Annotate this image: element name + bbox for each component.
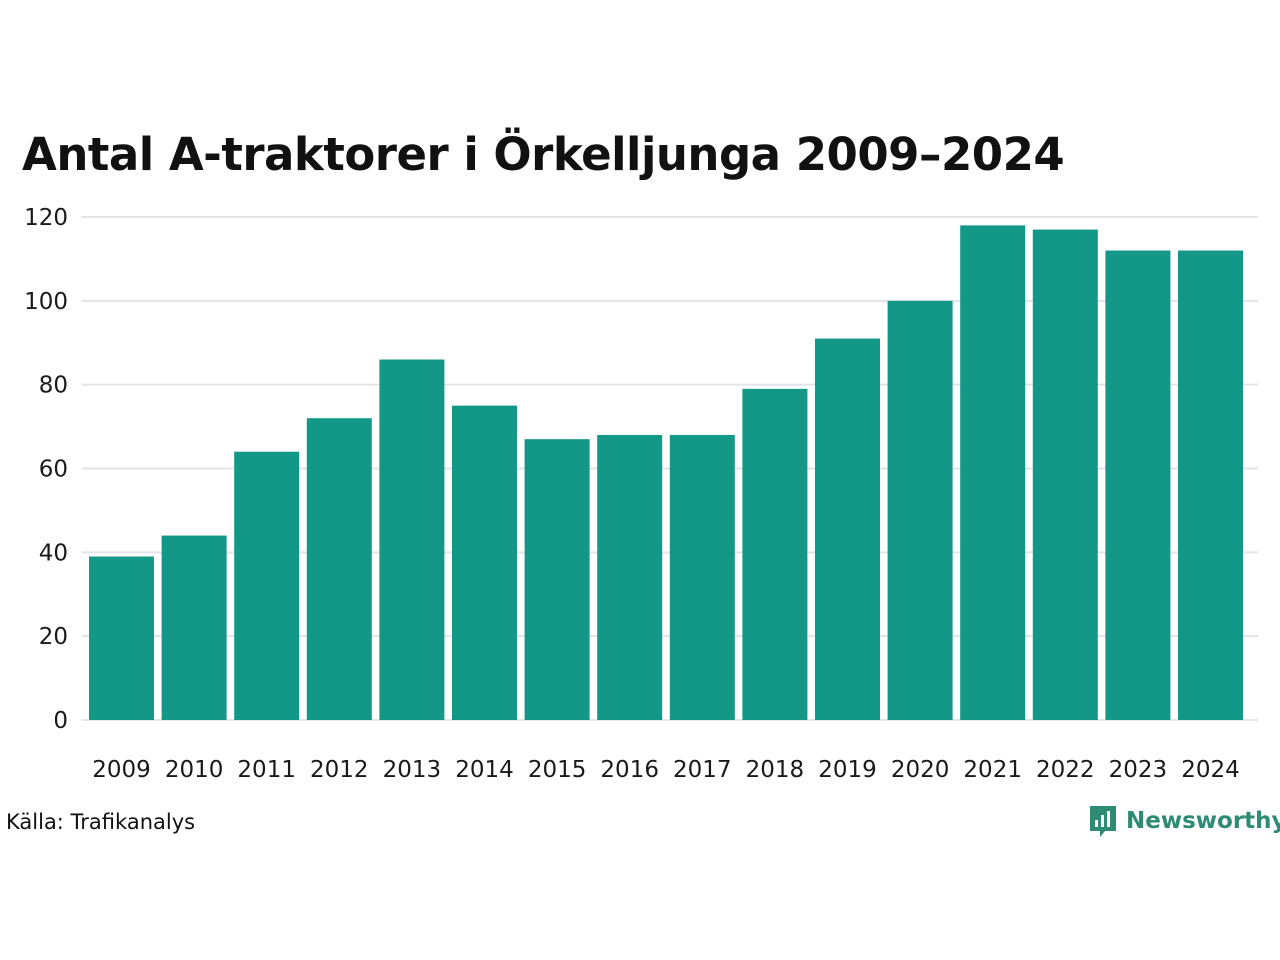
bar xyxy=(524,439,590,720)
x-tick-label: 2022 xyxy=(1036,757,1095,783)
x-tick-label: 2024 xyxy=(1181,757,1240,783)
y-tick-label: 100 xyxy=(24,289,68,315)
x-tick-label: 2011 xyxy=(237,757,296,783)
y-tick-label: 40 xyxy=(39,540,68,566)
bar xyxy=(89,556,154,720)
y-tick-label: 20 xyxy=(39,624,68,650)
x-tick-label: 2016 xyxy=(600,757,659,783)
x-tick-label: 2014 xyxy=(455,757,514,783)
x-tick-label: 2009 xyxy=(92,757,151,783)
bar xyxy=(815,338,880,720)
x-axis-labels: 2009 2010 2011 2012 2013 2014 2015 2016 2017 2018… xyxy=(92,757,1240,783)
x-tick-label: 2019 xyxy=(818,757,877,783)
bar xyxy=(1178,250,1243,721)
y-tick-label: 120 xyxy=(24,205,68,231)
bar xyxy=(960,225,1026,720)
y-axis-labels: 0 20 40 60 80 100 120 xyxy=(24,205,68,734)
bar xyxy=(161,535,227,720)
y-tick-label: 0 xyxy=(53,708,68,734)
x-tick-label: 2010 xyxy=(165,757,224,783)
bar xyxy=(234,451,300,720)
y-tick-label: 80 xyxy=(39,373,68,399)
newsworthy-logo-icon xyxy=(1090,806,1116,837)
x-tick-label: 2021 xyxy=(963,757,1022,783)
bar-chart: 0 20 40 60 80 100 120 2009 2010 2011 2012 2013 2014… xyxy=(24,205,1258,783)
y-tick-label: 60 xyxy=(39,457,68,483)
bar xyxy=(887,300,953,720)
x-tick-label: 2012 xyxy=(310,757,369,783)
x-tick-label: 2020 xyxy=(891,757,950,783)
bar xyxy=(306,418,372,720)
x-tick-label: 2013 xyxy=(383,757,442,783)
x-tick-label: 2015 xyxy=(528,757,587,783)
bar xyxy=(379,359,445,720)
bar xyxy=(452,405,517,720)
bar xyxy=(597,434,663,720)
brand-name: Newsworthy xyxy=(1126,808,1280,834)
bar xyxy=(1032,229,1098,720)
bars xyxy=(89,225,1243,721)
bar xyxy=(1105,250,1171,721)
bar xyxy=(742,388,808,720)
x-tick-label: 2017 xyxy=(673,757,732,783)
bar xyxy=(669,434,735,720)
source-note: Källa: Trafikanalys xyxy=(6,810,196,834)
x-tick-label: 2023 xyxy=(1109,757,1168,783)
chart-title: Antal A-traktorer i Örkelljunga 2009–202… xyxy=(22,128,1065,181)
x-tick-label: 2018 xyxy=(746,757,805,783)
brand-logo: Newsworthy xyxy=(1088,804,1280,838)
